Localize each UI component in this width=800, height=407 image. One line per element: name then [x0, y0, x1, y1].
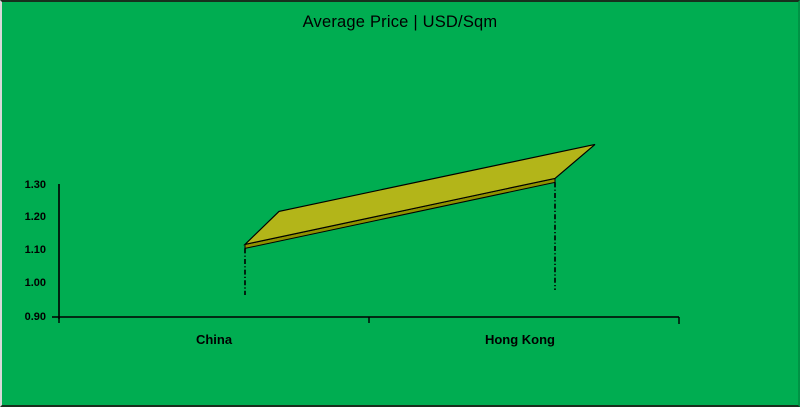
y-axis-tick-label: 1.10 — [24, 244, 46, 256]
y-axis-tick-label: 1.20 — [24, 211, 46, 223]
y-axis-tick-label: 0.90 — [24, 311, 46, 323]
chart-title: Average Price | USD/Sqm — [302, 13, 498, 31]
ribbon-top-face — [243, 143, 596, 246]
x-axis-label-china: China — [195, 332, 233, 347]
y-axis-tick-label: 1.00 — [24, 277, 46, 289]
y-axis-tick-label: 1.30 — [24, 179, 46, 191]
y-axis-labels: 1.30 1.20 1.10 1.00 0.90 — [2, 2, 50, 405]
x-axis-label-hong-kong: Hong Kong — [484, 332, 556, 347]
